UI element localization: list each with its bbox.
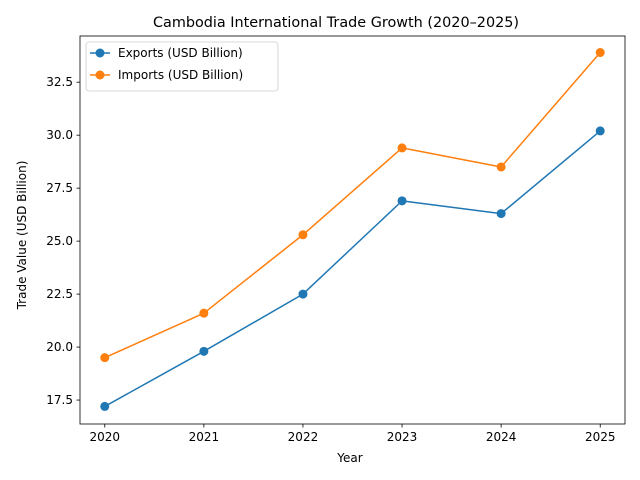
exports-data-point [595, 126, 605, 136]
exports-data-point [298, 289, 308, 299]
exports-series-line [104, 130, 601, 408]
exports-legend-label: Exports (USD Billion) [118, 46, 243, 60]
y-axis-label: Trade Value (USD Billion) [15, 161, 29, 311]
x-tick-label: 2020 [89, 430, 120, 444]
x-tick-label: 2023 [387, 430, 418, 444]
y-tick-label: 17.5 [46, 393, 73, 407]
imports-legend-label: Imports (USD Billion) [118, 68, 243, 82]
x-tick-label: 2022 [288, 430, 319, 444]
imports-data-point [496, 162, 506, 172]
y-tick-label: 27.5 [46, 181, 73, 195]
legend-box [85, 41, 279, 92]
imports-data-point [397, 143, 407, 153]
exports-data-point [496, 209, 506, 219]
x-tick-label: 2025 [585, 430, 616, 444]
imports-legend-marker [95, 70, 105, 80]
y-tick-label: 30.0 [46, 128, 73, 142]
y-tick-label: 20.0 [46, 340, 73, 354]
exports-legend-marker [95, 48, 105, 58]
x-axis: 2020 2021 2022 2023 2024 2025 [89, 424, 616, 444]
x-axis-label: Year [336, 451, 362, 465]
imports-series-line [104, 52, 601, 359]
y-tick-label: 25.0 [46, 234, 73, 248]
chart-title: Cambodia International Trade Growth (202… [153, 15, 519, 31]
exports-data-point [199, 346, 209, 356]
imports-data-point [199, 308, 209, 318]
plot-frame [79, 35, 626, 425]
imports-data-point [595, 48, 605, 58]
series-layer [100, 48, 605, 411]
exports-data-point [100, 401, 110, 411]
exports-data-point [397, 196, 407, 206]
imports-data-point [100, 353, 110, 363]
legend: Exports (USD Billion) Imports (USD Billio… [85, 41, 279, 92]
y-axis: 17.5 20.0 22.5 25.0 27.5 30.0 32.5 [46, 75, 80, 407]
x-tick-label: 2024 [486, 430, 517, 444]
y-tick-label: 32.5 [46, 75, 73, 89]
imports-data-point [298, 230, 308, 240]
y-tick-label: 22.5 [46, 287, 73, 301]
x-tick-label: 2021 [189, 430, 220, 444]
